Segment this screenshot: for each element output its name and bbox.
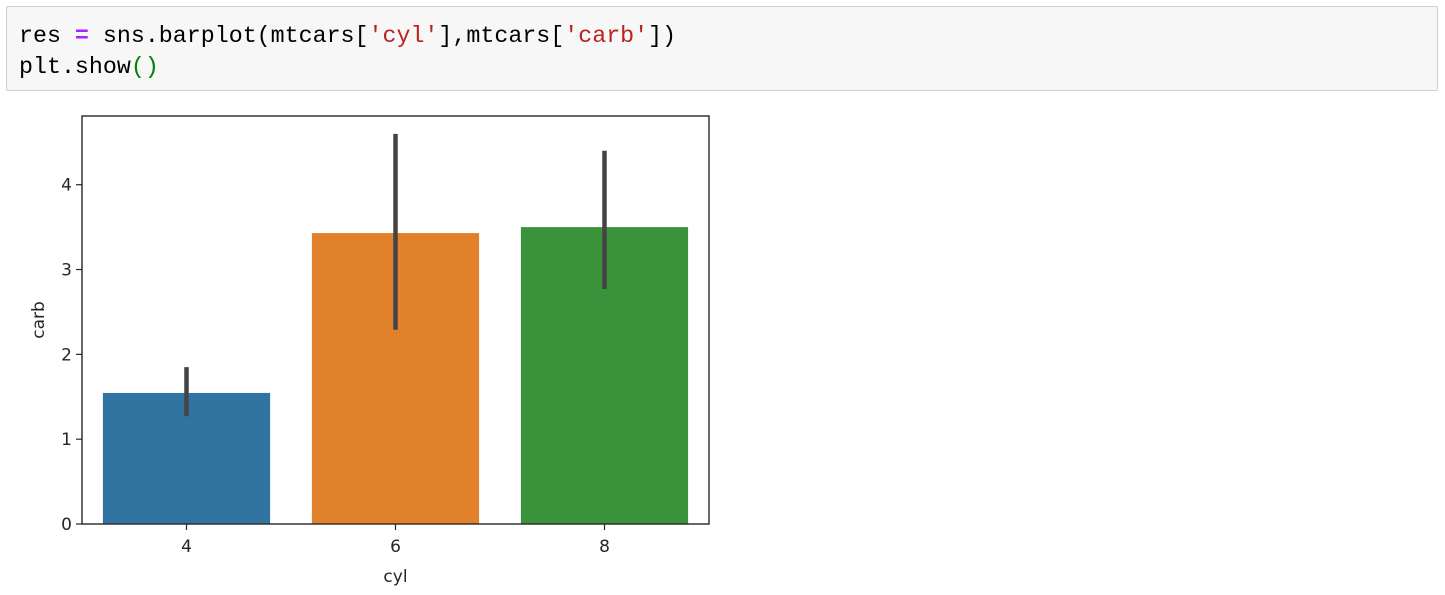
- code-token: plt.show: [19, 54, 131, 80]
- code: res = sns.barplot(mtcars['cyl'],mtcars['…: [19, 21, 676, 83]
- y-tick-label: 4: [61, 176, 72, 196]
- code-token: res: [19, 23, 75, 49]
- code-token: ]): [648, 23, 677, 49]
- x-tick-label: 8: [599, 537, 610, 557]
- x-tick-label: 4: [181, 537, 192, 557]
- code-token: sns.barplot(mtcars[: [88, 23, 369, 49]
- y-tick-label: 2: [61, 345, 72, 365]
- y-tick-label: 0: [61, 515, 72, 535]
- axes-frame: [81, 115, 710, 525]
- code-token: 'carb': [564, 23, 649, 49]
- code-cell[interactable]: res = sns.barplot(mtcars['cyl'],mtcars['…: [6, 6, 1438, 91]
- y-axis-label: carb: [29, 301, 49, 339]
- x-axis-label: cyl: [383, 567, 407, 587]
- code-token: =: [74, 23, 89, 49]
- chart: 0 1 2 3 4 4 6 8 cyl carb: [29, 115, 710, 587]
- y-tick-label: 3: [61, 261, 72, 281]
- y-tick-label: 1: [61, 430, 72, 450]
- code-line: plt.show(): [19, 52, 676, 83]
- x-tick-label: 6: [390, 537, 401, 557]
- code-token: (): [130, 54, 159, 80]
- code-token: ],mtcars[: [438, 23, 565, 49]
- code-line: res = sns.barplot(mtcars['cyl'],mtcars['…: [19, 21, 676, 52]
- code-token: 'cyl': [368, 23, 439, 49]
